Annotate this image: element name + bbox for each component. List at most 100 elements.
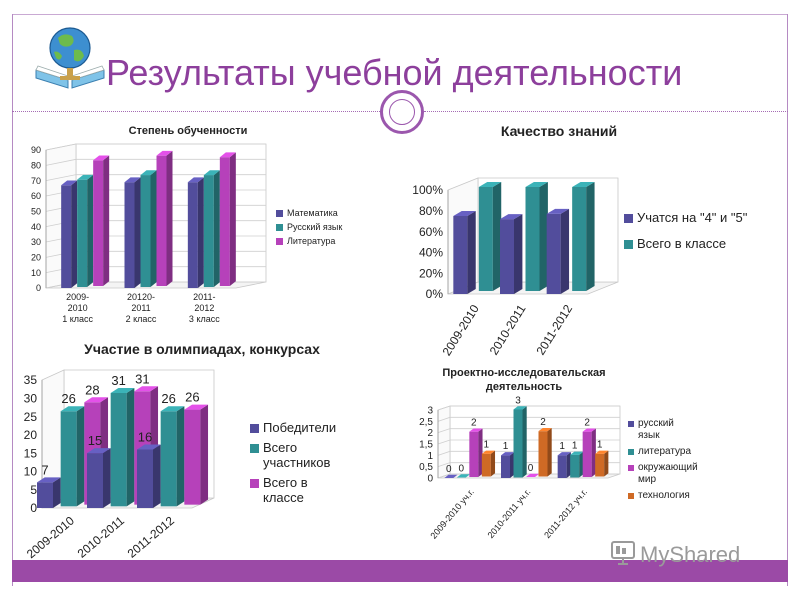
x-tick-label: 2009-2010 уч.г. bbox=[428, 487, 475, 541]
bar-top bbox=[137, 444, 161, 450]
data-label: 31 bbox=[111, 373, 125, 388]
bar-side bbox=[229, 152, 236, 286]
y-tick-label: 20 bbox=[31, 252, 41, 262]
data-label: 1 bbox=[503, 441, 509, 452]
bar-top bbox=[93, 155, 110, 161]
bar-front bbox=[501, 455, 510, 478]
bar-top bbox=[538, 427, 552, 432]
chart-title: Степень обученности bbox=[129, 125, 248, 137]
bar-top bbox=[187, 177, 204, 183]
bar-top bbox=[84, 397, 109, 403]
bar bbox=[469, 428, 483, 477]
bar-top bbox=[453, 211, 476, 216]
bar bbox=[453, 211, 476, 294]
bar bbox=[77, 174, 94, 287]
gridline bbox=[437, 439, 620, 445]
legend-swatch bbox=[250, 424, 259, 433]
legend-label: окружающий мир bbox=[638, 462, 698, 485]
bar-front bbox=[160, 411, 177, 507]
bar-front bbox=[500, 219, 514, 294]
y-tick-label: 20 bbox=[24, 428, 38, 442]
bar-top bbox=[444, 474, 458, 478]
data-label: 7 bbox=[41, 462, 48, 477]
bar-top bbox=[557, 452, 571, 456]
bar-top bbox=[77, 174, 94, 180]
chart-knowledge-quality: Качество знаний 0% 20% 40% 60% 80% 100% 2009-20… bbox=[412, 123, 748, 358]
bar-top bbox=[124, 177, 141, 183]
bar bbox=[582, 428, 596, 477]
bar-front bbox=[203, 175, 214, 287]
monitor-logo-icon bbox=[611, 541, 635, 565]
legend-entry: Учатся на "4" и "5" bbox=[624, 210, 748, 225]
bar bbox=[500, 214, 523, 294]
y-tick-label: 25 bbox=[24, 410, 38, 424]
bar-top bbox=[203, 170, 220, 176]
bar-side bbox=[478, 428, 483, 477]
y-tick-label: 1 bbox=[427, 451, 433, 462]
bar bbox=[595, 450, 609, 477]
data-label: 0 bbox=[446, 464, 452, 475]
bar-front bbox=[478, 187, 493, 291]
bar-front bbox=[124, 182, 135, 288]
bar-side bbox=[87, 174, 94, 287]
legend-swatch bbox=[628, 493, 634, 499]
x-tick-label: 2009-2010 1 класс bbox=[62, 292, 93, 324]
y-tick-label: 40% bbox=[419, 246, 443, 260]
bar-top bbox=[87, 448, 111, 454]
bar-side bbox=[134, 177, 141, 288]
gridline bbox=[45, 174, 266, 182]
y-tick-label: 60% bbox=[419, 225, 443, 239]
legend-label: Всего участников bbox=[263, 440, 330, 470]
bar-top bbox=[110, 387, 135, 393]
gridline bbox=[45, 158, 266, 166]
bar bbox=[478, 182, 502, 291]
x-tick-label: 2010-2011 уч.г. bbox=[486, 487, 533, 540]
data-label: 1 bbox=[559, 441, 565, 452]
legend-label: литература bbox=[638, 446, 691, 457]
data-label: 2 bbox=[471, 417, 477, 428]
bar-side bbox=[514, 214, 523, 294]
bar-top bbox=[456, 474, 471, 478]
bar-side bbox=[76, 406, 85, 507]
legend-swatch bbox=[276, 224, 283, 231]
bar bbox=[481, 450, 496, 477]
bar bbox=[124, 177, 141, 288]
y-tick-label: 0 bbox=[36, 283, 41, 293]
bar bbox=[525, 182, 548, 291]
bar-front bbox=[77, 179, 88, 287]
bar-front bbox=[93, 160, 104, 286]
bar-top bbox=[219, 152, 236, 158]
bar-side bbox=[197, 177, 204, 288]
bar-side bbox=[71, 180, 78, 288]
title-divider-right bbox=[424, 111, 788, 112]
bar-side bbox=[53, 477, 61, 508]
y-tick-label: 30 bbox=[24, 391, 38, 405]
data-label: 16 bbox=[138, 429, 152, 444]
bar-front bbox=[525, 187, 540, 291]
bar bbox=[140, 170, 157, 287]
gridline bbox=[437, 428, 620, 434]
bar-top bbox=[501, 452, 515, 456]
bar-side bbox=[579, 451, 584, 478]
data-label: 15 bbox=[88, 433, 102, 448]
bar bbox=[60, 406, 85, 507]
data-label: 2 bbox=[540, 417, 546, 428]
bar-front bbox=[110, 392, 127, 507]
bar-front bbox=[156, 155, 167, 286]
bar bbox=[93, 155, 110, 286]
x-tick-label: 2011-2012 3 класс bbox=[189, 292, 220, 324]
bar-side bbox=[591, 428, 596, 477]
bar-front bbox=[140, 175, 151, 287]
y-tick-label: 10 bbox=[24, 465, 38, 479]
x-tick-label: 2011-2012 bbox=[125, 513, 178, 560]
y-tick-label: 2,5 bbox=[419, 417, 433, 428]
bar-side bbox=[586, 182, 595, 291]
bar-front bbox=[595, 453, 605, 477]
x-tick-label: 20120-2011 2 класс bbox=[126, 292, 157, 324]
bar-top bbox=[469, 428, 483, 432]
y-tick-label: 3 bbox=[427, 406, 433, 417]
bar bbox=[137, 444, 161, 508]
chart-title: Проектно-исследовательская деятельность bbox=[442, 367, 605, 393]
bar bbox=[570, 451, 584, 478]
bar bbox=[572, 182, 595, 291]
